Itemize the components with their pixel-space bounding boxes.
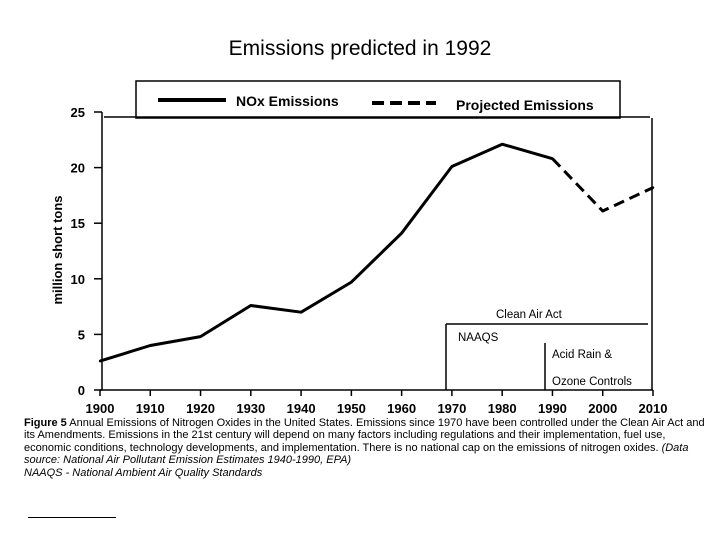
annotation-naaqs: NAAQS xyxy=(458,332,499,344)
x-tick-label: 1960 xyxy=(387,401,416,415)
caption-data-source: (Data source: National Air Pollutant Emi… xyxy=(24,441,689,467)
data-point xyxy=(249,304,253,307)
figure-label: Figure 5 xyxy=(24,417,67,429)
y-tick-label: 0 xyxy=(78,383,85,398)
data-point xyxy=(98,359,102,363)
data-point xyxy=(149,344,152,347)
y-tick-label: 25 xyxy=(71,105,85,120)
data-point xyxy=(400,232,403,235)
x-tick-label: 1920 xyxy=(186,401,215,415)
data-point xyxy=(299,310,303,314)
annotation-acid-rain: Acid Rain & xyxy=(552,349,612,361)
annotation-ozone-controls: Ozone Controls xyxy=(552,376,632,388)
x-tick-label: 2010 xyxy=(639,401,668,415)
data-point xyxy=(450,165,454,168)
series-line-projected-emissions xyxy=(551,157,654,213)
x-tick-label: 1910 xyxy=(136,401,165,415)
data-point xyxy=(551,157,554,160)
caption-naaqs-definition: NAAQS - National Ambient Air Quality Sta… xyxy=(24,466,263,479)
x-tick-label: 1980 xyxy=(488,401,517,415)
x-tick-label: 1900 xyxy=(86,401,115,415)
y-tick-label: 20 xyxy=(71,161,85,176)
data-point xyxy=(601,209,604,213)
legend-label-nox: NOx Emissions xyxy=(236,93,339,109)
data-point xyxy=(199,335,202,338)
slide-title: Emissions predicted in 1992 xyxy=(228,37,492,60)
caption-main-text: Annual Emissions of Nitrogen Oxides in t… xyxy=(24,417,705,454)
x-tick-label: 1940 xyxy=(287,401,316,415)
y-tick-label: 10 xyxy=(71,272,85,287)
footer-rule xyxy=(28,517,116,518)
data-point xyxy=(500,143,504,146)
data-point xyxy=(651,186,655,189)
y-axis-label: million short tons xyxy=(50,195,65,304)
x-tick-label: 1970 xyxy=(437,401,466,415)
data-point xyxy=(350,280,353,284)
legend-label-projected: Projected Emissions xyxy=(456,97,594,113)
x-tick-label: 2000 xyxy=(588,401,617,415)
x-tick-label: 1990 xyxy=(538,401,567,415)
series-line-nox-emissions xyxy=(99,142,553,363)
nox-emissions-chart: NOx Emissions Projected Emissions millio… xyxy=(50,80,668,415)
annotation-clean-air-act: Clean Air Act xyxy=(496,309,563,321)
y-tick-label: 15 xyxy=(71,216,85,231)
figure-caption: Figure 5 Annual Emissions of Nitrogen Ox… xyxy=(24,417,708,479)
x-tick-label: 1950 xyxy=(337,401,366,415)
x-tick-label: 1930 xyxy=(236,401,265,415)
y-tick-label: 5 xyxy=(78,327,85,342)
